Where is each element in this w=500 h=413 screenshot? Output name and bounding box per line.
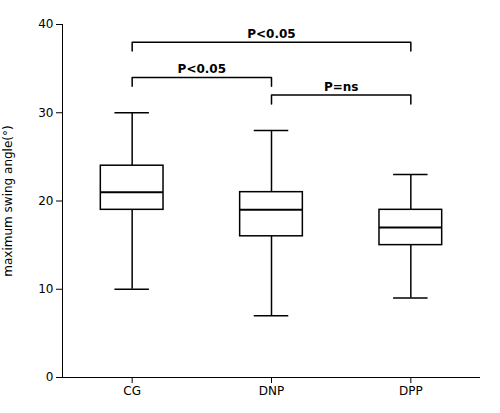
svg-text:0: 0 [46, 370, 54, 384]
svg-text:DNP: DNP [259, 384, 284, 398]
svg-text:maximum swing angle(°): maximum swing angle(°) [1, 125, 15, 276]
svg-text:DPP: DPP [399, 384, 423, 398]
svg-text:P<0.05: P<0.05 [178, 62, 226, 76]
svg-text:20: 20 [38, 194, 53, 208]
svg-text:P=ns: P=ns [324, 80, 359, 94]
svg-text:30: 30 [38, 106, 53, 120]
svg-text:P<0.05: P<0.05 [247, 27, 295, 41]
svg-text:10: 10 [38, 282, 53, 296]
svg-text:CG: CG [123, 384, 141, 398]
svg-text:40: 40 [38, 17, 53, 31]
